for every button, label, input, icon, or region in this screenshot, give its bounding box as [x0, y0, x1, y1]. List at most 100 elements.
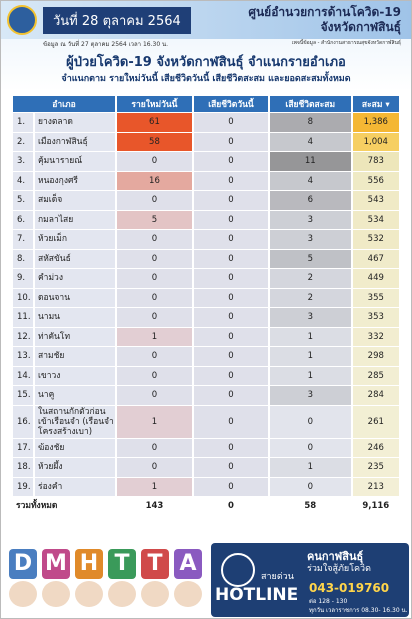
org: ศูนย์อำนวยการด้านโควิด-19 จังหวัดกาฬสินธุ…	[248, 5, 401, 35]
cell: 6	[270, 191, 351, 210]
row: 12. ท่าคันโท 1 0 1 332	[13, 327, 399, 346]
figure	[141, 581, 169, 607]
column-header: สะสม ▾	[352, 96, 399, 112]
row: 9. คำม่วง 0 0 2 449	[13, 269, 399, 288]
row-number: 14.	[13, 366, 33, 385]
hotline: HOTLINE	[215, 585, 299, 605]
cell: 246	[352, 438, 399, 457]
cell: 0	[270, 477, 351, 496]
row: 8. สหัสขันธ์ 0 0 5 467	[13, 249, 399, 268]
row-number: 19.	[13, 477, 33, 496]
row-number: 1.	[13, 113, 33, 132]
cell: 284	[352, 386, 399, 405]
cell: 0	[117, 366, 192, 385]
row-number: 17.	[13, 438, 33, 457]
cell: 1	[270, 458, 351, 477]
letter: M	[42, 549, 70, 579]
cell: 556	[352, 171, 399, 190]
row-number: 11.	[13, 308, 33, 327]
header-row: อำเภอ รายใหม่วันนี้ เสียชีวิตวันนี้ เสียชีว…	[13, 96, 399, 112]
cell: 4	[270, 171, 351, 190]
row-number: 10.	[13, 288, 33, 307]
cell: 0	[193, 132, 268, 151]
date: วันที่ 28 ตุลาคม 2564	[43, 7, 191, 34]
cell: 0	[193, 210, 268, 229]
cell: 0	[193, 191, 268, 210]
letter: A	[174, 549, 202, 579]
row-number: 6.	[13, 210, 33, 229]
column-header: อำเภอ	[13, 96, 115, 112]
cell: 213	[352, 477, 399, 496]
cell: 1	[270, 347, 351, 366]
figure	[9, 581, 37, 607]
cell: 0	[193, 458, 268, 477]
district: เมืองกาฬสินธุ์	[35, 132, 115, 151]
district: คุ้มนารายณ์	[35, 152, 115, 171]
cell: 58	[117, 132, 192, 151]
hotline-box: สายด่วน คนกาฬสินธุ์ ร่วมใจสู้ภัยโควิด HO…	[211, 543, 409, 617]
cell: 0	[117, 191, 192, 210]
hotline-label: สายด่วน	[261, 572, 294, 582]
district: สมเด็จ	[35, 191, 115, 210]
cell: 0	[117, 438, 192, 457]
cell: 0	[193, 405, 268, 438]
cell: 0	[193, 308, 268, 327]
cell: 0	[193, 438, 268, 457]
figure	[75, 581, 103, 607]
row: 4. หนองกุงศรี 16 0 4 556	[13, 171, 399, 190]
cell: 0	[117, 288, 192, 307]
row-number: 16.	[13, 405, 33, 438]
cell: 235	[352, 458, 399, 477]
cell: 2	[270, 269, 351, 288]
row-number: 15.	[13, 386, 33, 405]
cell: 0	[270, 405, 351, 438]
ext: ต่อ 128 - 130	[309, 598, 348, 605]
cell: 0	[117, 269, 192, 288]
cell: 355	[352, 288, 399, 307]
figure	[174, 581, 202, 607]
slogan: คนกาฬสินธุ์	[307, 550, 364, 563]
row: 10. ดอนจาน 0 0 2 355	[13, 288, 399, 307]
row: 7. ห้วยเม็ก 0 0 3 532	[13, 230, 399, 249]
cell: 8	[270, 113, 351, 132]
district: ยางตลาด	[35, 113, 115, 132]
logo	[7, 5, 37, 35]
subtitle: จำแนกตาม รายใหม่วันนี้ เสียชีวิตวันนี้ เ…	[61, 74, 351, 84]
row-number: 3.	[13, 152, 33, 171]
cell: 0	[193, 288, 268, 307]
province: จังหวัดกาฬสินธุ์	[320, 20, 401, 34]
cell: 1	[270, 366, 351, 385]
letter: T	[108, 549, 136, 579]
cell: 0	[193, 327, 268, 346]
cell: 4	[270, 132, 351, 151]
cell: 0	[193, 347, 268, 366]
total-cell: 0	[193, 497, 268, 514]
row-number: 8.	[13, 249, 33, 268]
cell: 3	[270, 230, 351, 249]
column-header: เสียชีวิตวันนี้	[193, 96, 268, 112]
letter: T	[141, 549, 169, 579]
org-name: ศูนย์อำนวยการด้านโควิด-19	[248, 5, 401, 19]
column-header: เสียชีวิตสะสม	[270, 96, 351, 112]
row: 2. เมืองกาฬสินธุ์ 58 0 4 1,004	[13, 132, 399, 151]
cell: 0	[117, 458, 192, 477]
row: 17. ฆ้องชัย 0 0 0 246	[13, 438, 399, 457]
cell: 5	[117, 210, 192, 229]
row-number: 7.	[13, 230, 33, 249]
cell: 467	[352, 249, 399, 268]
column-header: รายใหม่วันนี้	[117, 96, 192, 112]
district: กมลาไสย	[35, 210, 115, 229]
cell: 0	[270, 438, 351, 457]
district: ห้วยเม็ก	[35, 230, 115, 249]
row: 1. ยางตลาด 61 0 8 1,386	[13, 113, 399, 132]
cell: 11	[270, 152, 351, 171]
cell: 0	[117, 386, 192, 405]
table: อำเภอ รายใหม่วันนี้ เสียชีวิตวันนี้ เสียชีว…	[11, 95, 401, 515]
district: คำม่วง	[35, 269, 115, 288]
cell: 0	[117, 230, 192, 249]
row: 15. นาคู 0 0 3 284	[13, 386, 399, 405]
cell: 0	[117, 308, 192, 327]
row-number: 18.	[13, 458, 33, 477]
